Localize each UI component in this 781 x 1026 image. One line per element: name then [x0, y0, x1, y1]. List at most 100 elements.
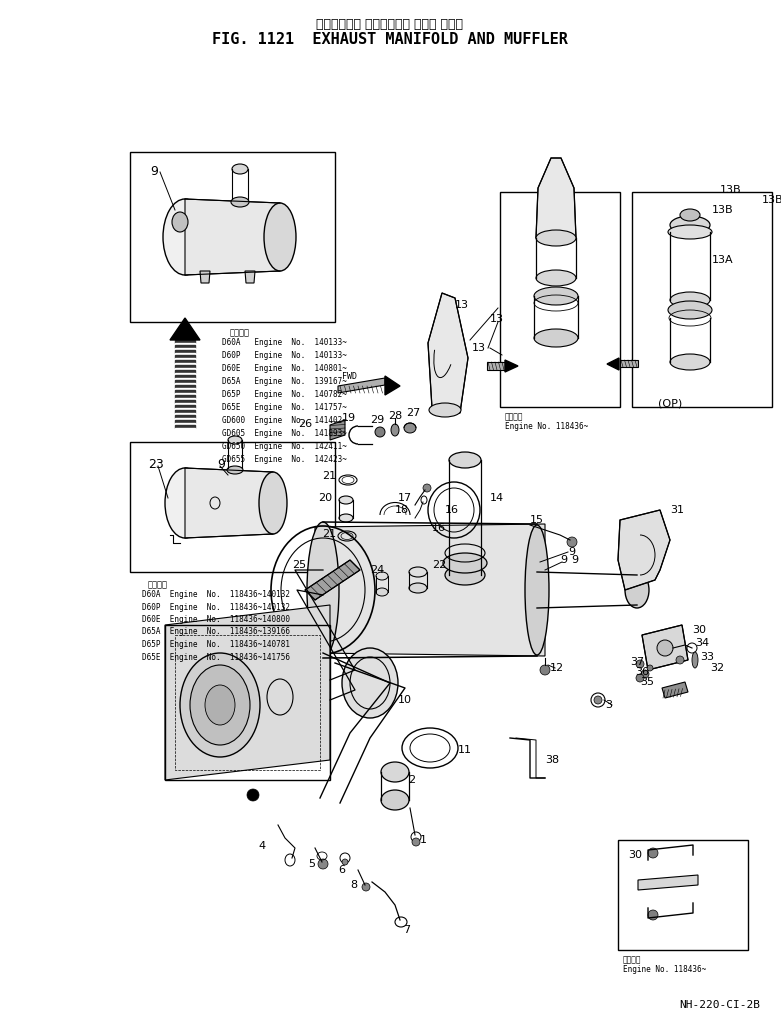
Ellipse shape — [264, 203, 296, 271]
Ellipse shape — [172, 212, 188, 232]
Polygon shape — [175, 410, 195, 413]
Text: 4: 4 — [258, 841, 265, 851]
Polygon shape — [175, 350, 195, 353]
Ellipse shape — [670, 354, 710, 370]
Text: 9: 9 — [571, 555, 578, 565]
Ellipse shape — [636, 674, 644, 682]
Ellipse shape — [540, 665, 550, 675]
Text: Engine No. 118436~: Engine No. 118436~ — [623, 965, 706, 974]
Ellipse shape — [670, 216, 710, 234]
Text: NH-220-CI-2B: NH-220-CI-2B — [679, 1000, 760, 1010]
Text: 15: 15 — [530, 515, 544, 525]
Ellipse shape — [180, 653, 260, 757]
Polygon shape — [175, 428, 195, 430]
Text: 25: 25 — [292, 560, 306, 570]
Ellipse shape — [342, 859, 348, 865]
Polygon shape — [642, 625, 688, 670]
Ellipse shape — [648, 910, 658, 920]
Ellipse shape — [376, 588, 388, 596]
Text: 13B: 13B — [762, 195, 781, 205]
Ellipse shape — [227, 466, 243, 474]
Ellipse shape — [676, 656, 684, 664]
Text: 18: 18 — [395, 505, 409, 515]
Polygon shape — [175, 383, 195, 385]
Text: GD600  Engine  No.  141402~: GD600 Engine No. 141402~ — [222, 416, 347, 425]
Ellipse shape — [429, 403, 461, 417]
Polygon shape — [175, 418, 195, 420]
Polygon shape — [175, 425, 195, 428]
Ellipse shape — [259, 472, 287, 534]
Ellipse shape — [404, 423, 416, 433]
Text: 13A: 13A — [712, 255, 733, 265]
Polygon shape — [175, 395, 195, 398]
Bar — [500, 192, 620, 407]
Text: 16: 16 — [432, 523, 446, 532]
Ellipse shape — [381, 790, 409, 810]
Bar — [130, 442, 335, 573]
Ellipse shape — [232, 164, 248, 174]
Polygon shape — [175, 355, 195, 358]
Polygon shape — [175, 415, 195, 418]
Polygon shape — [175, 423, 195, 425]
Text: D60A  Engine  No.  118436~140132: D60A Engine No. 118436~140132 — [142, 590, 290, 599]
Polygon shape — [175, 400, 195, 403]
Text: 9: 9 — [150, 165, 158, 177]
Text: 13: 13 — [490, 314, 504, 324]
Ellipse shape — [391, 424, 399, 436]
Text: 34: 34 — [695, 638, 709, 648]
Ellipse shape — [647, 665, 653, 671]
Ellipse shape — [648, 849, 658, 858]
Polygon shape — [175, 363, 195, 364]
Text: 13: 13 — [455, 300, 469, 310]
Text: 14: 14 — [490, 494, 504, 503]
Text: 2: 2 — [408, 775, 415, 785]
Bar — [632, 192, 772, 407]
Polygon shape — [175, 385, 195, 388]
Text: 適用号等: 適用号等 — [623, 955, 641, 964]
Text: 21: 21 — [322, 529, 336, 539]
Text: GD655  Engine  No.  142423~: GD655 Engine No. 142423~ — [222, 455, 347, 464]
Ellipse shape — [625, 573, 649, 608]
Ellipse shape — [594, 696, 602, 704]
Text: 29: 29 — [370, 415, 384, 425]
Polygon shape — [175, 345, 195, 348]
Ellipse shape — [670, 292, 710, 308]
Ellipse shape — [536, 270, 576, 286]
Bar — [618, 840, 748, 950]
Text: GD605  Engine  No.  141893~: GD605 Engine No. 141893~ — [222, 429, 347, 438]
Text: 17: 17 — [398, 494, 412, 503]
Text: 22: 22 — [432, 560, 446, 570]
Ellipse shape — [525, 525, 549, 655]
Text: 16: 16 — [445, 505, 459, 515]
Text: 27: 27 — [406, 408, 420, 418]
Ellipse shape — [534, 287, 578, 305]
Polygon shape — [338, 378, 385, 393]
Text: Engine No. 118436~: Engine No. 118436~ — [505, 422, 588, 431]
Ellipse shape — [381, 762, 409, 782]
Text: 23: 23 — [148, 458, 164, 471]
Ellipse shape — [412, 838, 420, 846]
Polygon shape — [330, 420, 345, 440]
Text: GD650  Engine  No.  142411~: GD650 Engine No. 142411~ — [222, 442, 347, 451]
Text: 26: 26 — [298, 419, 312, 429]
Text: D65E  Engine  No.  118436~141756: D65E Engine No. 118436~141756 — [142, 653, 290, 662]
Text: 10: 10 — [398, 695, 412, 705]
Polygon shape — [175, 358, 195, 359]
Text: 8: 8 — [350, 880, 357, 890]
Polygon shape — [175, 360, 195, 363]
Polygon shape — [175, 374, 195, 378]
Polygon shape — [487, 362, 505, 370]
Bar — [175, 635, 320, 770]
Text: 13B: 13B — [712, 205, 733, 215]
Ellipse shape — [423, 484, 431, 492]
Text: 5: 5 — [308, 859, 315, 869]
Text: エキゾースト マニホールド および マフラ: エキゾースト マニホールド および マフラ — [316, 18, 463, 31]
Text: D60P   Engine  No.  140133~: D60P Engine No. 140133~ — [222, 351, 347, 360]
Text: 3: 3 — [605, 700, 612, 710]
Ellipse shape — [445, 565, 485, 585]
Text: 適用号等: 適用号等 — [230, 328, 250, 337]
Ellipse shape — [228, 436, 242, 444]
Text: 1: 1 — [420, 835, 427, 845]
Polygon shape — [175, 420, 195, 423]
Text: 9: 9 — [217, 458, 225, 471]
